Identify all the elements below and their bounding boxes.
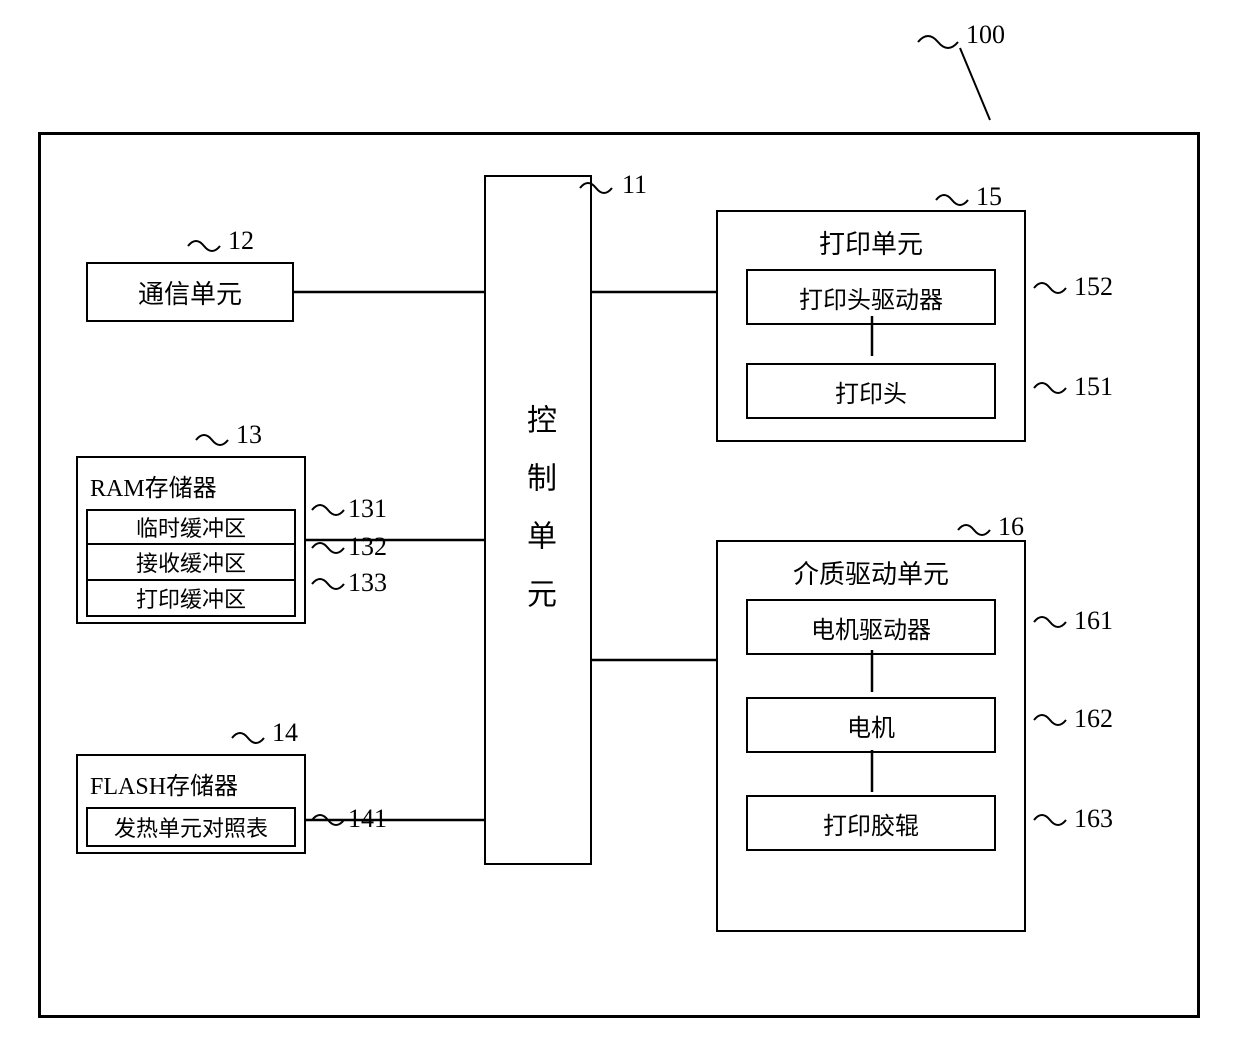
ref-system: 100 [966,20,1005,50]
ref-print-1: 151 [1074,372,1113,402]
ref-media-1: 162 [1074,704,1113,734]
ref-controller: 11 [622,170,647,200]
ref-ram-2: 133 [348,568,387,598]
ref-ram: 13 [236,420,262,450]
ref-ram-0: 131 [348,494,387,524]
ref-print-0: 152 [1074,272,1113,302]
ref-print: 15 [976,182,1002,212]
connectors-svg [0,0,1240,1052]
ref-media: 16 [998,512,1024,542]
ref-flash-0: 141 [348,804,387,834]
ref-ram-1: 132 [348,532,387,562]
ref-media-0: 161 [1074,606,1113,636]
ref-comm: 12 [228,226,254,256]
ref-flash: 14 [272,718,298,748]
ref-media-2: 163 [1074,804,1113,834]
diagram-canvas: 控制单元 通信单元 RAM存储器 临时缓冲区 接收缓冲区 打印缓冲区 FLASH… [0,0,1240,1052]
